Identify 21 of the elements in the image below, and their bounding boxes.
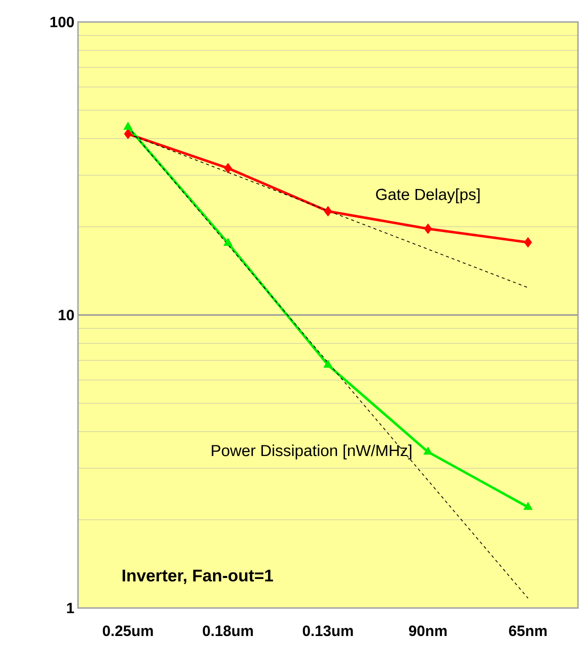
point — [523, 502, 533, 510]
series-label: Power Dissipation [nW/MHz] — [212, 444, 412, 460]
y-tick-label: 100 — [50, 16, 74, 28]
point — [124, 128, 132, 140]
y-tick-label: 10 — [58, 310, 74, 320]
point — [324, 206, 332, 216]
x-tick-label: 90nm — [408, 626, 447, 636]
point — [224, 162, 232, 174]
y-tick-label: 1 — [67, 602, 74, 614]
point — [424, 224, 432, 234]
point — [123, 122, 133, 130]
point — [524, 237, 532, 248]
x-tick-label: 0.25um — [102, 626, 153, 636]
point — [323, 360, 333, 368]
series-label: Gate Delay[ps] — [376, 188, 480, 204]
x-tick-label: 0.13um — [302, 626, 353, 636]
point — [223, 238, 233, 246]
point — [423, 446, 433, 455]
annotation: Inverter, Fan-out=1 — [122, 570, 274, 584]
x-tick-label: 65nm — [509, 626, 547, 636]
x-tick-label: 0.18um — [202, 626, 253, 636]
